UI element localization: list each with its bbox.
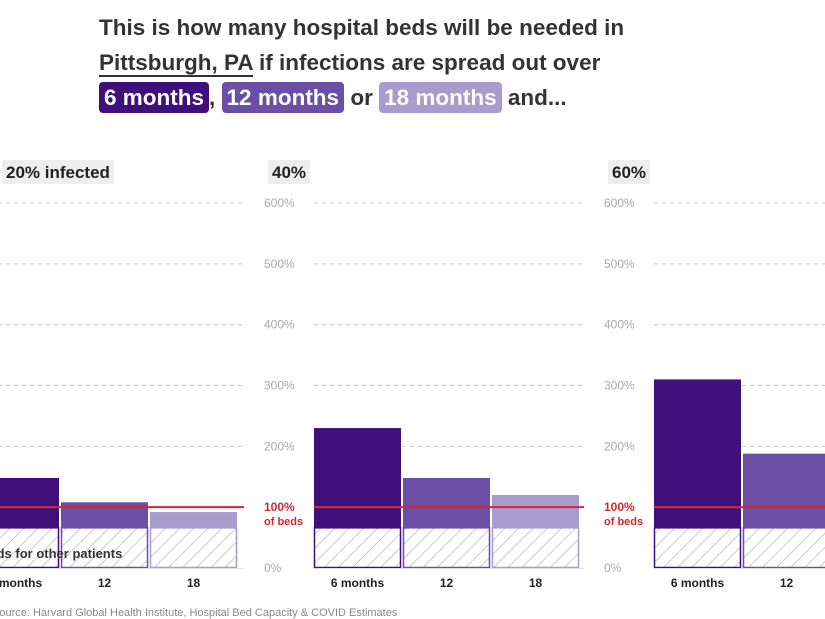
occupied-beds-block <box>653 527 742 569</box>
pill-12-months[interactable]: 12 months <box>221 82 345 113</box>
y-tick-label: 600% <box>264 196 295 210</box>
headline: This is how many hospital beds will be n… <box>99 10 819 115</box>
panel-title: 40% <box>272 163 306 182</box>
y-tick-label: 400% <box>264 318 295 332</box>
y-tick-label: 300% <box>264 379 295 393</box>
y-tick-label: 500% <box>264 257 295 271</box>
chart-panel-3: 60% 0% 100% of beds 200% 300% 400% 500% 600% 6 mo… <box>604 160 825 590</box>
bar-1 <box>654 379 741 528</box>
x-tick-label: 6 months <box>0 576 42 590</box>
occupied-beds-block <box>402 527 491 569</box>
bar-2 <box>403 477 490 528</box>
panel-title-chip <box>2 160 114 184</box>
location-link[interactable]: Pittsburgh, PA <box>99 50 253 77</box>
chart-panel-2: 40% 0% 100% of beds 200% 300% 400% 500% 600% 6 mo… <box>264 160 584 590</box>
y-tick-label: 300% <box>604 379 635 393</box>
pill-18-months[interactable]: 18 months <box>379 82 502 113</box>
x-tick-label: 18 <box>187 576 201 590</box>
y-tick-label: 100% <box>604 500 635 514</box>
pill-6-months[interactable]: 6 months <box>99 82 210 113</box>
y-tick-label: 200% <box>604 439 635 453</box>
bar-1 <box>0 477 59 528</box>
y-tick-label: 0% <box>604 561 622 575</box>
y-tick-label: 0% <box>264 561 282 575</box>
headline-line1: This is how many hospital beds will be n… <box>99 15 625 40</box>
x-tick-label: 6 months <box>331 576 385 590</box>
capacity-label: of beds <box>264 516 303 528</box>
occupied-beds-block <box>60 527 149 569</box>
x-tick-label: 12 <box>780 576 794 590</box>
capacity-label: of beds <box>604 516 643 528</box>
occupied-beds-block <box>0 527 60 569</box>
panel-title-chip <box>268 160 311 184</box>
panel-title-chip <box>608 160 651 184</box>
y-tick-label: 400% <box>604 318 635 332</box>
bar-3 <box>150 512 237 528</box>
x-tick-label: 12 <box>440 576 454 590</box>
y-tick-label: 100% <box>264 500 295 514</box>
headline-line2: if infections are spread out over <box>252 50 601 75</box>
occupied-beds-block <box>491 527 580 569</box>
x-tick-label: 18 <box>529 576 543 590</box>
y-tick-label: 600% <box>604 196 635 210</box>
headline-comma: , <box>209 85 216 110</box>
occupied-beds-block <box>149 527 238 569</box>
occupied-beds-block <box>742 527 825 569</box>
x-tick-label: 6 months <box>671 576 725 590</box>
occupied-label: Beds for other patients <box>0 546 122 561</box>
x-tick-label: 12 <box>98 576 112 590</box>
bar-3 <box>492 495 579 528</box>
headline-or: or <box>344 85 380 110</box>
bar-1 <box>314 428 401 528</box>
panel-title: 60% <box>612 163 646 182</box>
bar-2 <box>61 502 148 528</box>
headline-and: and... <box>501 85 567 110</box>
occupied-beds-block <box>313 527 402 569</box>
source-note: Source: Harvard Global Health Institute,… <box>0 607 398 619</box>
bar-2 <box>743 453 825 528</box>
y-tick-label: 500% <box>604 257 635 271</box>
y-tick-label: 200% <box>264 439 295 453</box>
chart-panel-1: 20% infected0%100%of beds200%300%400%500… <box>0 160 244 590</box>
panel-title: 20% infected <box>6 163 110 182</box>
